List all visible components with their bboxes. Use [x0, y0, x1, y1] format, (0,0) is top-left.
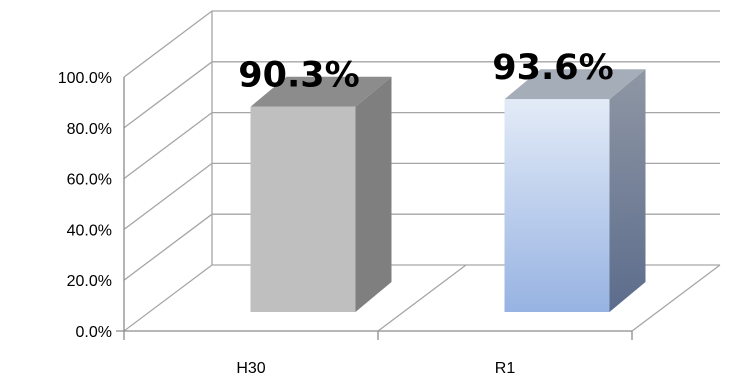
bar-r1: [504, 69, 646, 312]
bar-top: [250, 76, 392, 107]
y-tick-label: 100.0%: [58, 70, 112, 87]
bar-side: [355, 76, 392, 312]
gridline-100: [123, 10, 720, 78]
x-tick-label: R1: [495, 360, 516, 377]
data-label: 93.6%: [492, 48, 613, 88]
floor-edge: [631, 264, 721, 332]
y-tick-label: 40.0%: [67, 222, 112, 239]
bar-front: [504, 99, 610, 312]
y-tick-label: 20.0%: [67, 273, 112, 290]
y-tick-label: 0.0%: [76, 324, 112, 341]
category-divider: [377, 264, 467, 332]
x-tick-label: H30: [236, 360, 265, 377]
bar-front: [250, 106, 356, 312]
bar-h30: [250, 76, 392, 312]
bar-top: [504, 69, 646, 100]
y-tick-label: 80.0%: [67, 121, 112, 138]
data-label: 90.3%: [238, 56, 359, 96]
bar-side: [609, 69, 646, 312]
y-tick-label: 60.0%: [67, 172, 112, 189]
